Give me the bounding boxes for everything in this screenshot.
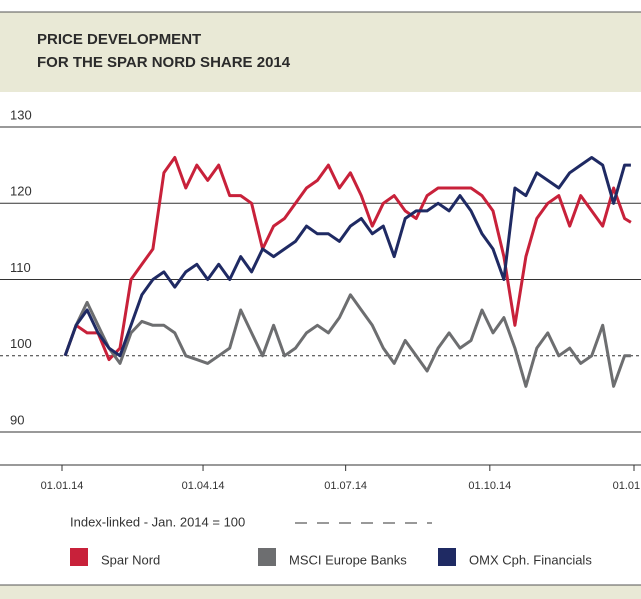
x-tick-label: 01.01.15: [613, 480, 641, 492]
y-tick-label: 100: [10, 336, 32, 351]
x-tick-label: 01.01.14: [41, 480, 84, 492]
header-band: [0, 12, 641, 92]
series-line: [63, 156, 632, 362]
legend-label: MSCI Europe Banks: [289, 552, 407, 567]
series-line: [63, 293, 631, 388]
y-tick-label: 110: [10, 260, 31, 275]
footer-band: [0, 585, 641, 599]
legend-swatch: [258, 548, 276, 566]
y-tick-label: 120: [10, 184, 32, 199]
legend-label: OMX Cph. Financials: [469, 552, 592, 567]
series-line: [63, 156, 631, 358]
y-tick-label: 130: [10, 107, 32, 122]
legend-swatch: [70, 548, 88, 566]
x-tick-label: 01.10.14: [468, 480, 511, 492]
x-tick-label: 01.04.14: [182, 480, 225, 492]
x-tick-label: 01.07.14: [324, 480, 367, 492]
legend-swatch: [438, 548, 456, 566]
chart-title: PRICE DEVELOPMENT: [37, 31, 201, 48]
note: Index-linked - Jan. 2014 = 100: [70, 514, 245, 529]
chart-title: FOR THE SPAR NORD SHARE 2014: [37, 54, 291, 71]
legend-label: Spar Nord: [101, 552, 160, 567]
y-tick-label: 90: [10, 412, 24, 427]
